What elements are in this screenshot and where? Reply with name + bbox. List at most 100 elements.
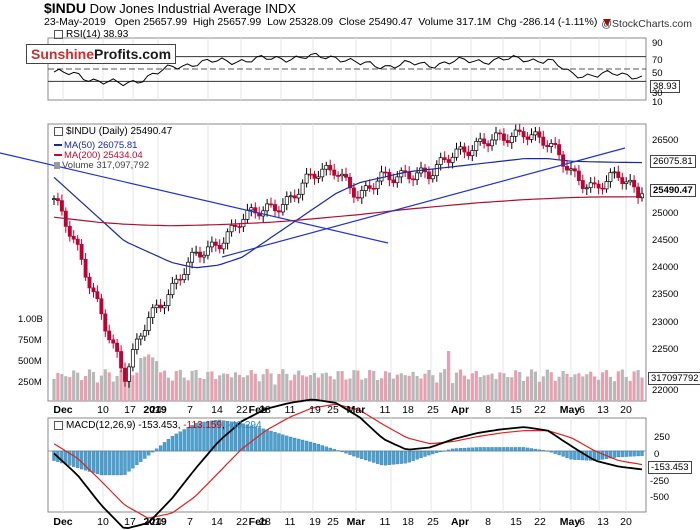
volume-bar	[91, 372, 96, 401]
volume-bar	[447, 351, 451, 401]
volume-bar	[123, 373, 127, 401]
open-label: Open	[114, 16, 141, 28]
x-axis-label: 6	[579, 404, 585, 416]
macd-histogram-bar	[233, 422, 238, 452]
ma50-swatch	[54, 144, 62, 147]
x-axis-label: 13	[597, 516, 609, 528]
x-axis-label: 24	[150, 404, 162, 416]
volume-bar	[99, 375, 103, 401]
macd-histogram-bar	[383, 450, 388, 466]
x-axis-label: 22	[534, 404, 546, 416]
macd-histogram-bar	[443, 450, 447, 452]
candle-body	[553, 143, 558, 145]
candle-body	[304, 173, 309, 184]
candle-body	[209, 241, 214, 248]
x-axis-label: 7	[187, 516, 193, 528]
candle-body	[375, 180, 380, 190]
candle-body	[75, 238, 80, 245]
volume-bar	[76, 372, 80, 401]
macd-histogram-bar	[111, 450, 115, 476]
macd-histogram-bar	[387, 450, 392, 465]
macd-histogram-bar	[411, 450, 415, 461]
volume-bar	[395, 374, 399, 401]
macd-histogram-bar	[166, 439, 171, 452]
volume-bar	[423, 373, 427, 401]
macd-histogram-bar	[103, 450, 107, 476]
close-badge: 25490.47	[650, 184, 696, 197]
chart-title: $INDU Dow Jones Industrial Average INDX	[44, 0, 296, 16]
volume-bar	[151, 357, 155, 401]
macd-histogram-bar	[123, 450, 127, 475]
macd-histogram-bar	[498, 447, 502, 452]
candle-body	[229, 224, 234, 233]
macd-histogram-bar	[316, 444, 321, 452]
macd-histogram-bar	[265, 429, 269, 452]
candle-body	[588, 182, 593, 189]
volume-bar	[411, 371, 415, 401]
x-axis-label: Dec	[53, 404, 73, 416]
candle-body	[367, 185, 372, 189]
macd-histogram-bar	[273, 432, 277, 452]
macd-histogram-bar	[139, 450, 143, 462]
macd-histogram-bar	[72, 450, 76, 467]
macd-legend: MACD(12,26,9) -153.453, -113.159, -40.29…	[54, 420, 262, 431]
macd-histogram-bar	[308, 441, 313, 452]
macd-histogram-bar	[608, 450, 613, 459]
volume-bar	[147, 354, 151, 401]
candle-body	[501, 133, 506, 141]
volume-bar	[383, 371, 388, 401]
volume-bar	[301, 375, 305, 401]
macd-histogram-bar	[289, 436, 293, 452]
ma50-legend-text: MA(50) 26075.81	[64, 140, 138, 151]
open-value: 25657.99	[143, 16, 188, 28]
volume-bar	[202, 379, 206, 401]
volume-bar	[159, 372, 163, 401]
macd-histogram-bar	[352, 450, 356, 457]
candle-body	[134, 338, 139, 350]
candle-body	[221, 242, 226, 250]
macd-histogram-bar	[375, 450, 380, 464]
macd-histogram-bar	[510, 447, 514, 452]
candle-body	[537, 131, 542, 138]
volume-bar	[419, 378, 423, 401]
volume-bar	[285, 373, 289, 401]
trend-line-down	[0, 152, 389, 244]
macd-histogram-bar	[423, 450, 427, 457]
ma200-line	[53, 196, 642, 227]
volume-bar	[470, 373, 474, 401]
candle-body	[174, 278, 179, 284]
volume-bar	[305, 376, 309, 401]
candle-body	[178, 278, 183, 281]
volume-bar	[143, 356, 147, 401]
candle-body	[395, 176, 400, 184]
volume-bar	[522, 381, 526, 401]
volume-bar	[312, 372, 317, 401]
macd-histogram-bar	[458, 448, 463, 452]
candle-body	[67, 226, 72, 237]
macd-histogram-bar	[482, 447, 486, 452]
candle-body	[316, 176, 321, 179]
candle-body	[505, 140, 510, 143]
volume-bar	[178, 369, 182, 401]
macd-histogram-bar	[427, 450, 431, 456]
price-tick: 22000	[652, 385, 679, 396]
macd-histogram-bar	[269, 430, 273, 452]
macd-histogram-bar	[407, 450, 411, 463]
candle-body	[509, 136, 514, 143]
macd-histogram-bar	[565, 450, 569, 458]
volume-bar	[273, 384, 277, 401]
volume-bar	[628, 381, 632, 401]
candle-body	[632, 179, 637, 188]
candle-body	[253, 207, 258, 214]
index-name: Dow Jones Industrial Average	[89, 1, 262, 16]
candle-body	[521, 131, 526, 138]
rsi-tick: 10	[652, 97, 663, 108]
volume-bar	[482, 375, 486, 401]
candle-body	[265, 203, 270, 212]
volume-layer	[52, 351, 644, 401]
candle-body	[580, 180, 585, 189]
candle-body	[182, 274, 187, 281]
macd-histogram-bar	[186, 427, 190, 452]
volume-bar	[127, 377, 131, 401]
volume-bar	[241, 377, 245, 401]
